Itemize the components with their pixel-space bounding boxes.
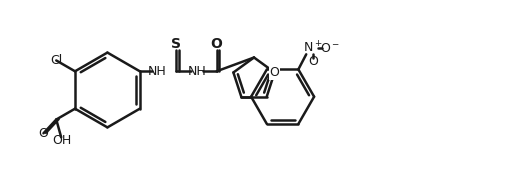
Text: O: O: [211, 37, 223, 51]
Text: NH: NH: [187, 65, 206, 78]
Text: OH: OH: [52, 134, 72, 147]
Text: S: S: [171, 37, 181, 51]
Text: $\mathregular{N^+}$: $\mathregular{N^+}$: [303, 41, 323, 56]
Text: NH: NH: [148, 65, 167, 78]
Text: O: O: [270, 66, 280, 79]
Text: O: O: [308, 55, 318, 68]
Text: Cl: Cl: [50, 54, 62, 67]
Text: O: O: [38, 127, 48, 140]
Text: $\mathregular{O^-}$: $\mathregular{O^-}$: [320, 42, 340, 55]
